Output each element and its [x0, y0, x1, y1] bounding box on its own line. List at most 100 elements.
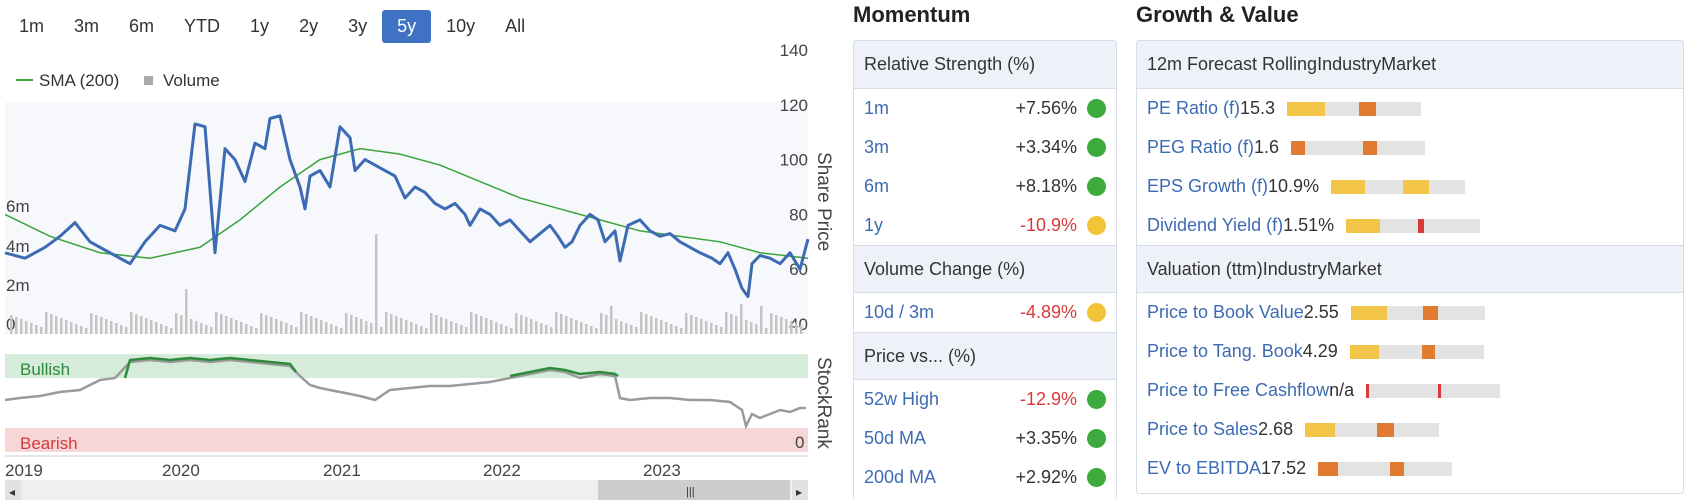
navigator-thumb[interactable] — [598, 480, 790, 500]
market-rank-fill — [1418, 218, 1425, 233]
market-rank-fill — [1438, 383, 1441, 398]
industry-rank-fill — [1291, 140, 1306, 155]
industry-rank-bar — [1291, 140, 1364, 155]
industry-rank-fill — [1331, 179, 1365, 194]
volume-bar — [780, 317, 783, 334]
metric-row: Dividend Yield (f) 1.51% — [1137, 206, 1683, 245]
volume-bar — [590, 326, 593, 334]
scroll-left-button[interactable] — [5, 480, 21, 500]
momentum-row-label[interactable]: 52w High — [864, 389, 940, 409]
volume-bar — [580, 322, 583, 334]
volume-bar — [720, 327, 723, 334]
volume-bar — [795, 323, 798, 334]
volume-bar — [715, 325, 718, 334]
momentum-row: 3m +3.34% — [854, 128, 1116, 167]
range-button-3y[interactable]: 3y — [348, 16, 368, 36]
volume-bar — [170, 328, 173, 334]
range-button-5y[interactable]: 5y — [382, 10, 432, 43]
range-button-1y[interactable]: 1y — [250, 16, 270, 36]
volume-bar — [565, 316, 568, 334]
volume-bar — [520, 315, 523, 334]
volume-bar — [435, 315, 438, 334]
volume-legend-label[interactable]: Volume — [163, 71, 220, 90]
volume-bar — [225, 316, 228, 334]
volume-bar — [90, 313, 93, 334]
volume-bar — [425, 328, 428, 334]
metric-label[interactable]: PE Ratio (f) — [1147, 98, 1241, 118]
momentum-row-label[interactable]: 1m — [864, 98, 890, 118]
volume-bar — [675, 326, 678, 334]
volume-bar — [280, 321, 283, 334]
metric-label[interactable]: EV to EBITDA — [1147, 458, 1262, 478]
industry-rank-fill — [1318, 461, 1338, 476]
status-dot-icon — [1087, 429, 1106, 448]
momentum-row-value: +7.56% — [1015, 98, 1077, 118]
volume-bar — [765, 328, 768, 334]
volume-bar — [30, 323, 33, 334]
volume-bar — [475, 314, 478, 334]
volume-bar — [305, 314, 308, 334]
metric-label[interactable]: PEG Ratio (f) — [1147, 137, 1255, 157]
volume-bar — [395, 316, 398, 334]
market-rank-fill — [1363, 140, 1377, 155]
range-button-3m[interactable]: 3m — [74, 16, 100, 36]
volume-bar — [165, 326, 168, 334]
volume-bar — [530, 319, 533, 334]
volume-bar — [615, 319, 618, 334]
industry-rank-bar — [1287, 101, 1360, 116]
momentum-row-label[interactable]: 50d MA — [864, 428, 927, 448]
range-button-1m[interactable]: 1m — [19, 16, 45, 36]
metric-label[interactable]: EPS Growth (f) — [1147, 176, 1269, 196]
range-button-all[interactable]: All — [505, 16, 526, 36]
momentum-row-label[interactable]: 200d MA — [864, 467, 937, 487]
range-button-10y[interactable]: 10y — [446, 16, 476, 36]
volume-bar — [430, 313, 433, 334]
metric-value: 17.52 — [1261, 458, 1307, 478]
volume-bar — [600, 313, 603, 334]
volume-bar — [700, 319, 703, 334]
volume-bar — [360, 319, 363, 334]
momentum-row-label[interactable]: 3m — [864, 137, 890, 157]
momentum-row-label[interactable]: 1y — [864, 215, 884, 235]
momentum-row-value: +3.34% — [1015, 137, 1077, 157]
volume-bar — [275, 319, 278, 334]
market-rank-bar — [1390, 461, 1453, 476]
metric-label[interactable]: Price to Book Value — [1147, 302, 1304, 322]
metric-row: EV to EBITDA 17.52 — [1137, 449, 1683, 488]
market-rank-fill — [1377, 422, 1395, 437]
left-axis-tick: 6m — [6, 197, 30, 216]
market-column-header: Market — [1381, 54, 1437, 74]
volume-bar — [85, 328, 88, 334]
scroll-left-arrow-icon: ◂ — [9, 485, 15, 499]
volume-bar — [40, 327, 43, 334]
market-rank-bar — [1422, 305, 1485, 320]
scroll-right-button[interactable] — [792, 480, 808, 500]
range-button-6m[interactable]: 6m — [129, 16, 155, 36]
momentum-card: Relative Strength (%) 1m +7.56% 3m +3.34… — [853, 40, 1117, 500]
momentum-row-label[interactable]: 10d / 3m — [864, 302, 935, 322]
right-axis-tick: 120 — [780, 96, 808, 115]
metric-value: 10.9% — [1268, 176, 1320, 196]
metric-label[interactable]: Price to Sales — [1147, 419, 1259, 439]
metric-value: 15.3 — [1240, 98, 1276, 118]
momentum-row: 200d MA +2.92% — [854, 458, 1116, 497]
metric-label[interactable]: Dividend Yield (f) — [1147, 215, 1284, 235]
price-vs-header: Price vs... (%) — [854, 332, 1116, 380]
volume-bar — [525, 317, 528, 334]
volume-bar — [640, 312, 643, 334]
stockrank-axis-label: StockRank — [813, 357, 834, 449]
industry-rank-fill — [1287, 101, 1325, 116]
range-button-ytd[interactable]: YTD — [184, 16, 221, 36]
momentum-row-label[interactable]: 6m — [864, 176, 890, 196]
volume-bar — [120, 325, 123, 334]
volume-bar — [185, 289, 188, 334]
metric-label[interactable]: Price to Tang. Book — [1147, 341, 1303, 361]
momentum-row: 1y -10.9% — [854, 206, 1116, 245]
volume-bar — [390, 314, 393, 334]
volume-bar — [445, 319, 448, 334]
sma-legend-label[interactable]: SMA (200) — [39, 71, 119, 90]
volume-bar — [625, 323, 628, 334]
range-button-2y[interactable]: 2y — [299, 16, 319, 36]
momentum-row: 50d MA +3.35% — [854, 419, 1116, 458]
metric-label[interactable]: Price to Free Cashflow — [1147, 380, 1330, 400]
